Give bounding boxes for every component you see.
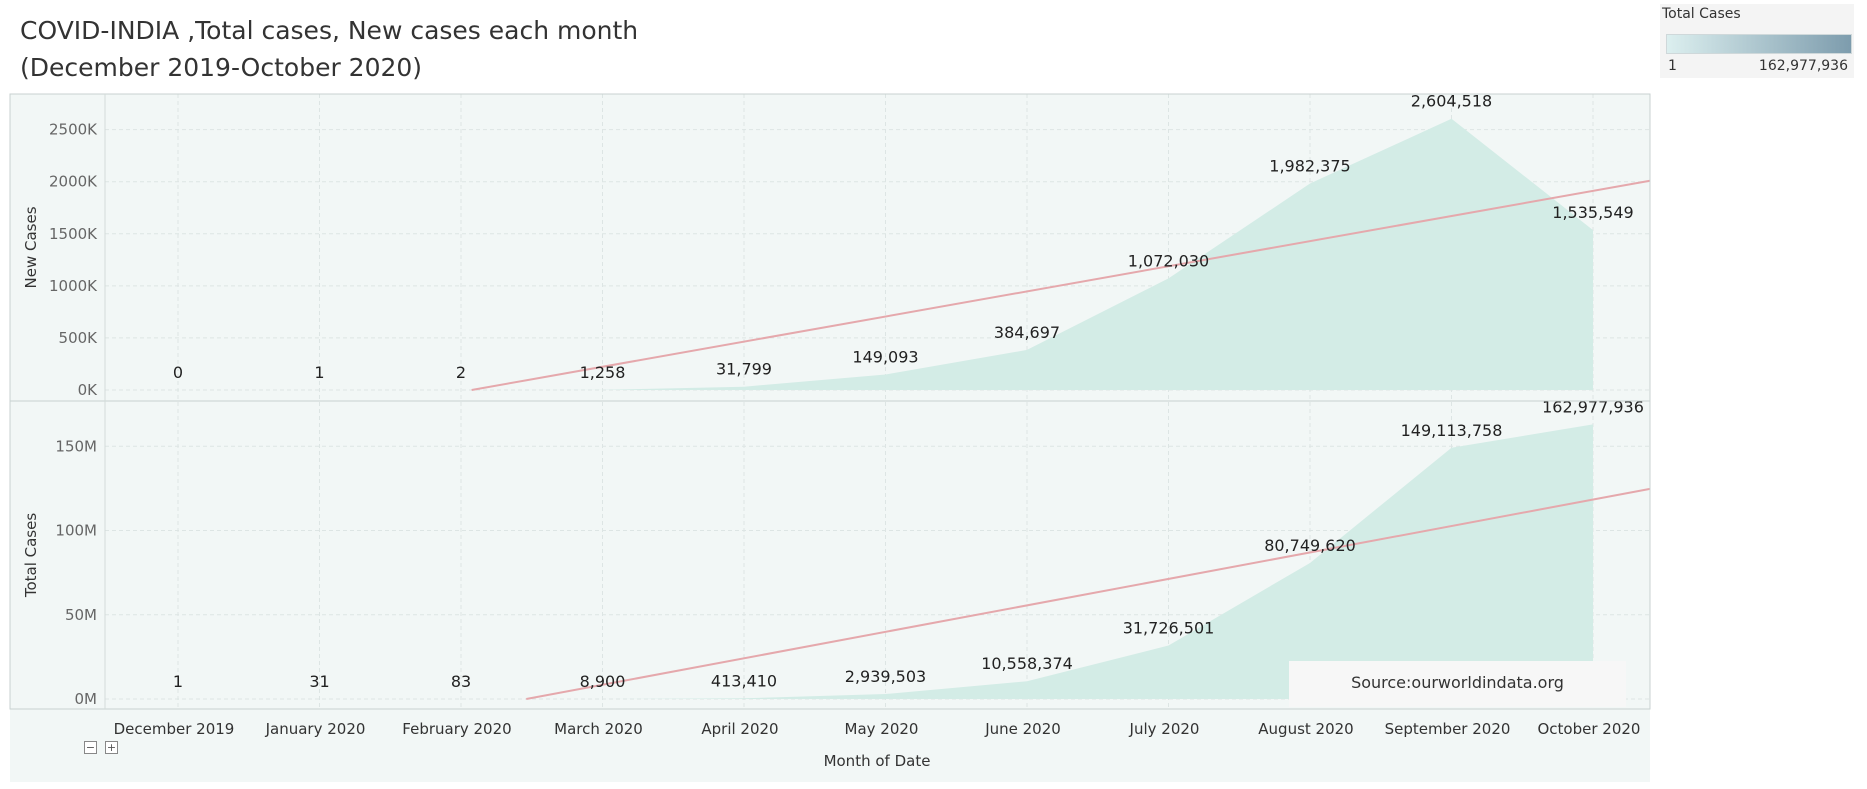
data-label: 149,093 <box>852 347 918 366</box>
trend-line <box>471 179 1651 391</box>
x-tick-label: September 2020 <box>1385 720 1511 738</box>
y-tick-label: 0M <box>75 690 98 708</box>
data-label: 1,072,030 <box>1128 251 1209 270</box>
plus-box-icon[interactable]: + <box>105 741 118 754</box>
data-label: 2,939,503 <box>845 667 926 686</box>
data-label: 31,726,501 <box>1123 619 1215 638</box>
data-label: 83 <box>451 672 471 691</box>
chart-title-line2: (December 2019-October 2020) <box>20 53 423 82</box>
area-series <box>178 118 1593 390</box>
legend-max-label: 162,977,936 <box>1758 58 1848 74</box>
x-tick-label: February 2020 <box>402 720 511 738</box>
source-annotation: Source:ourworldindata.org <box>1289 661 1626 707</box>
chart-title: COVID-INDIA ,Total cases, New cases each… <box>20 12 638 86</box>
data-label: 162,977,936 <box>1542 397 1644 416</box>
data-label: 2,604,518 <box>1411 92 1492 111</box>
y-tick-label: 2500K <box>49 121 98 139</box>
y-tick-label: 100M <box>55 522 97 540</box>
y-tick-label: 2000K <box>49 173 98 191</box>
panel-border <box>9 400 1651 710</box>
data-label: 31,799 <box>716 360 772 379</box>
x-tick-label: March 2020 <box>554 720 643 738</box>
x-tick-label: December 2019 <box>114 720 235 738</box>
data-label: 149,113,758 <box>1401 421 1503 440</box>
x-tick-label: July 2020 <box>1129 720 1200 738</box>
data-label: 1,982,375 <box>1269 157 1350 176</box>
source-text: Source:ourworldindata.org <box>1351 673 1564 692</box>
y-tick-label: 1000K <box>49 277 98 295</box>
y-tick-label: 1500K <box>49 225 98 243</box>
y-tick-label: 150M <box>55 437 97 455</box>
data-label: 1,535,549 <box>1552 203 1633 222</box>
data-label: 80,749,620 <box>1264 536 1356 555</box>
data-label: 1 <box>314 363 324 382</box>
legend-title: Total Cases <box>1662 6 1741 22</box>
x-tick-label: May 2020 <box>845 720 919 738</box>
data-label: 413,410 <box>711 671 777 690</box>
data-label: 10,558,374 <box>981 654 1073 673</box>
x-tick-label: January 2020 <box>265 720 366 738</box>
y-axis-label: Total Cases <box>22 513 40 599</box>
x-axis-label: Month of Date <box>824 752 931 770</box>
data-label: 384,697 <box>994 323 1060 342</box>
data-label: 0 <box>173 363 183 382</box>
data-label: 31 <box>309 672 329 691</box>
data-label: 1,258 <box>580 363 626 382</box>
data-label: 2 <box>456 363 466 382</box>
y-axis-label: New Cases <box>22 206 40 288</box>
y-tick-label: 0K <box>78 381 99 399</box>
legend-min-label: 1 <box>1668 58 1677 74</box>
x-tick-label: October 2020 <box>1538 720 1641 738</box>
y-tick-label: 500K <box>59 329 99 347</box>
color-legend[interactable]: Total Cases 1 162,977,936 <box>1660 4 1854 78</box>
trend-line <box>526 487 1651 700</box>
y-tick-label: 50M <box>65 606 97 624</box>
data-label: 8,900 <box>580 672 626 691</box>
area-series <box>178 424 1593 699</box>
data-label: 1 <box>173 672 183 691</box>
x-tick-label: April 2020 <box>701 720 778 738</box>
x-tick-label: June 2020 <box>984 720 1061 738</box>
chart-title-line1: COVID-INDIA ,Total cases, New cases each… <box>20 16 639 45</box>
legend-gradient-bar <box>1666 34 1852 54</box>
minus-box-icon[interactable]: − <box>84 741 97 754</box>
x-tick-label: August 2020 <box>1258 720 1353 738</box>
